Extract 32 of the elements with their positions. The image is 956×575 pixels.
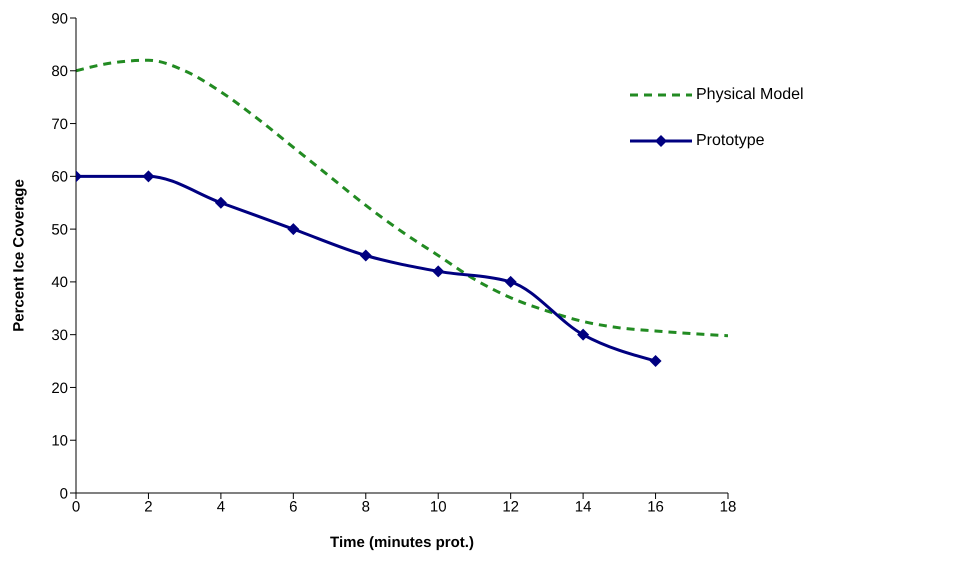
x-tick-label: 4 xyxy=(216,498,226,516)
point xyxy=(577,328,590,341)
y-tick-label: 70 xyxy=(51,116,68,133)
point xyxy=(287,223,300,236)
y-tick-label: 60 xyxy=(51,168,68,186)
point xyxy=(504,276,517,288)
y-tick-label: 90 xyxy=(51,10,68,28)
x-tick-label: 0 xyxy=(72,498,80,516)
legend-label: Prototype xyxy=(696,132,764,150)
y-tick-label: 20 xyxy=(51,380,68,397)
legend-label: Physical Model xyxy=(696,86,804,104)
point xyxy=(432,265,444,278)
y-tick-label: 50 xyxy=(51,221,68,238)
x-tick-label: 16 xyxy=(647,498,664,516)
x-axis-title: Time (minutes prot.) xyxy=(330,534,474,551)
y-tick-label: 10 xyxy=(51,432,68,450)
x-tick-label: 12 xyxy=(502,498,520,516)
x-tick-label: 18 xyxy=(720,498,736,516)
point xyxy=(214,196,227,209)
x-tick-label: 10 xyxy=(430,498,447,516)
y-tick-label: 30 xyxy=(51,326,68,344)
x-tick-label: 6 xyxy=(289,498,298,516)
y-tick-label: 40 xyxy=(51,274,68,292)
point xyxy=(650,355,662,368)
x-tick-label: 2 xyxy=(144,498,153,516)
point xyxy=(360,250,372,262)
y-axis-title: Percent Ice Coverage xyxy=(10,179,28,332)
x-tick-label: 14 xyxy=(574,498,592,516)
x-tick-label: 8 xyxy=(362,498,370,516)
y-tick-label: 0 xyxy=(60,485,68,502)
point xyxy=(142,170,154,182)
y-tick-label: 80 xyxy=(51,63,68,80)
